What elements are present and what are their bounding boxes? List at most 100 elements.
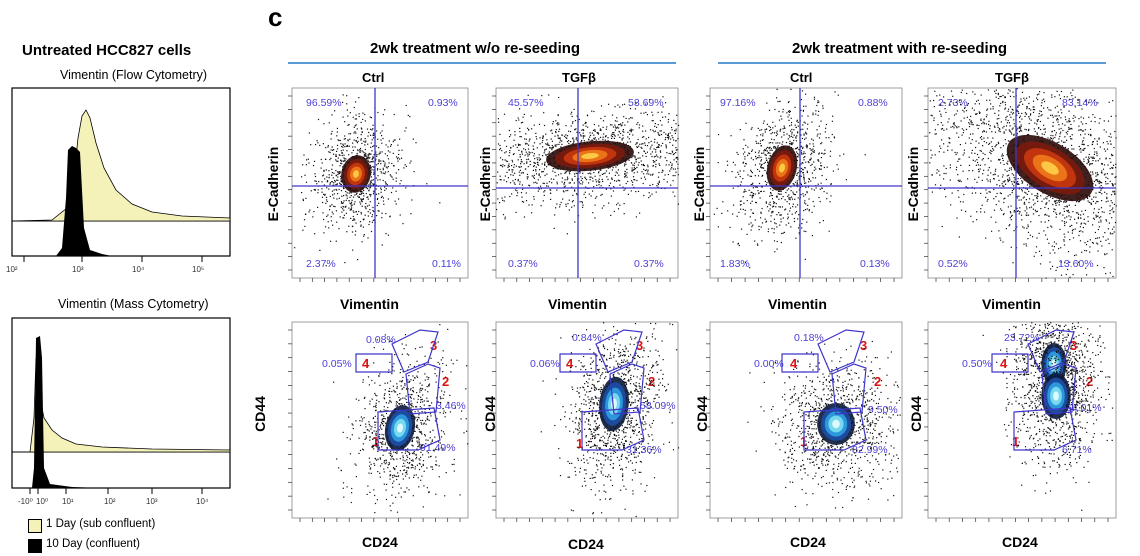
- gate-num-4-p2: 4: [566, 356, 574, 371]
- gate-cloud-4-2-density-4: [1053, 391, 1059, 401]
- q-bl-2: 0.37%: [508, 258, 538, 270]
- gate4-polygon-4: [991, 353, 1029, 373]
- gate-num-3-p2: 3: [636, 338, 644, 353]
- xlabel-cd24-3: CD24: [790, 534, 826, 550]
- scatter-cloud-2-1: [496, 94, 680, 235]
- mass-tick-4: 10²: [104, 497, 116, 506]
- mass-title: Vimentin (Mass Cytometry): [58, 297, 209, 311]
- gate2-polygon-1: [405, 363, 441, 415]
- q-tr-2: 53.69%: [628, 97, 664, 109]
- gate-frame-4: [927, 321, 1117, 519]
- scatter-frame-4: [927, 87, 1117, 279]
- xlabel-cd24-1: CD24: [362, 534, 398, 550]
- mass-histogram: [11, 317, 231, 494]
- flow-x-axis-ticks: [23, 256, 203, 262]
- col-tgfb-2: TGFβ: [995, 70, 1029, 85]
- gate-frame-4-ticks: [924, 329, 1109, 522]
- flow-tick-1: 10²: [6, 265, 18, 274]
- gate2-polygon-4: [1041, 363, 1077, 415]
- flow-tick-3: 10⁴: [132, 265, 145, 274]
- gate-frame-2-ticks: [492, 329, 671, 522]
- q-br-3: 0.13%: [860, 258, 890, 270]
- gate-frame-1-ticks: [288, 329, 461, 522]
- gate2-polygon-2: [609, 363, 645, 415]
- g1-pct-3: 82.99%: [852, 444, 888, 456]
- gate-num-4-p3: 4: [790, 356, 798, 371]
- q-br-1: 0.11%: [432, 258, 461, 270]
- mass-tick-2: 10⁰: [36, 497, 49, 506]
- gate-num-3-p4: 3: [1070, 338, 1078, 353]
- scatter-cloud-3-1-density-4: [778, 163, 786, 173]
- g4-pct-2: 0.06%: [530, 358, 560, 370]
- gate-cloud-3-1-density-4: [832, 419, 840, 429]
- scatter-frame-3-ticks: [706, 95, 895, 282]
- gate-num-1-p1: 1: [372, 434, 380, 449]
- gate4-polygon-1: [355, 353, 393, 373]
- gate4-polygon-2: [559, 353, 597, 373]
- gate-num-2-p1: 2: [442, 374, 450, 389]
- q-bl-3: 1.83%: [720, 258, 750, 270]
- gate-num-2-p2: 2: [648, 374, 656, 389]
- xlabel-vim-2: Vimentin: [548, 296, 607, 312]
- xlabel-vim-4: Vimentin: [982, 296, 1041, 312]
- gate-num-4-p1: 4: [362, 356, 370, 371]
- panel-letter: c: [268, 2, 283, 32]
- col-ctrl-1: Ctrl: [362, 70, 385, 85]
- scatter-frame-2: [495, 87, 679, 279]
- gate1-polygon-3: [803, 407, 867, 451]
- legend-label-10day: 10 Day (confluent): [46, 538, 140, 550]
- q-bl-4: 0.52%: [938, 258, 968, 270]
- flow-tick-2: 10³: [72, 265, 84, 274]
- scatter-cloud-4-1-density-4: [1041, 161, 1059, 175]
- scatter-frame-4-ticks: [924, 95, 1109, 282]
- g4-pct-3: 0.00%: [754, 358, 784, 370]
- gate-num-3-p3: 3: [860, 338, 868, 353]
- group-line-reseed: [718, 62, 1106, 64]
- gate-frame-3: [709, 321, 903, 519]
- gate-frame-3-ticks: [706, 329, 895, 522]
- mass-x-axis-ticks: [29, 488, 203, 494]
- q-tl-1: 96.59%: [306, 97, 342, 109]
- gate-frame-2: [495, 321, 679, 519]
- flow-tick-4: 10⁵: [192, 265, 205, 274]
- gate-num-1-p4: 1: [1012, 434, 1020, 449]
- gate4-polygon-3: [781, 353, 819, 373]
- g3-pct-2: 0.84%: [572, 332, 602, 344]
- flow-histogram: [11, 87, 231, 262]
- gate-num-2-p3: 2: [874, 374, 882, 389]
- xlabel-vim-1: Vimentin: [340, 296, 399, 312]
- gate-num-2-p4: 2: [1086, 374, 1094, 389]
- scatter-frame-2-ticks: [492, 95, 671, 282]
- group-title-reseed: 2wk treatment with re-seeding: [792, 40, 1008, 57]
- legend-label-1day: 1 Day (sub confluent): [46, 518, 156, 530]
- q-tr-1: 0.93%: [428, 97, 458, 109]
- xlabel-vim-3: Vimentin: [768, 296, 827, 312]
- g4-pct-4: 0.50%: [962, 358, 992, 370]
- gate2-polygon-3: [831, 363, 867, 415]
- col-ctrl-2: Ctrl: [790, 70, 813, 85]
- q-bl-1: 2.37%: [306, 258, 336, 270]
- q-tr-4: 83.14%: [1062, 97, 1098, 109]
- g2-pct-3: 9.50%: [868, 404, 898, 416]
- scatter-frame-1-ticks: [288, 95, 461, 282]
- gate1-polygon-4: [1013, 407, 1077, 451]
- gate3-polygon-1: [391, 329, 439, 373]
- col-tgfb-1: TGFβ: [562, 70, 596, 85]
- mass-tick-1: -10⁰: [18, 497, 33, 506]
- gate-num-1-p2: 1: [576, 436, 584, 451]
- g4-pct-1: 0.05%: [322, 358, 352, 370]
- group-title-no-reseed: 2wk treatment w/o re-seeding: [370, 40, 581, 57]
- legend-swatch-10day: [28, 539, 42, 553]
- scatter-cloud-2-1-density-4: [581, 152, 599, 160]
- q-tl-2: 45.57%: [508, 97, 544, 109]
- gate3-polygon-2: [595, 329, 643, 373]
- xlabel-cd24-2: CD24: [568, 536, 604, 552]
- gate3-polygon-3: [817, 329, 865, 373]
- g3-pct-1: 0.08%: [366, 334, 396, 346]
- flow-title: Vimentin (Flow Cytometry): [60, 68, 208, 82]
- scatter-frame-1: [291, 87, 469, 279]
- group-line-no-reseed: [288, 62, 676, 64]
- xlabel-cd24-4: CD24: [1002, 534, 1038, 550]
- q-tr-3: 0.88%: [858, 97, 888, 109]
